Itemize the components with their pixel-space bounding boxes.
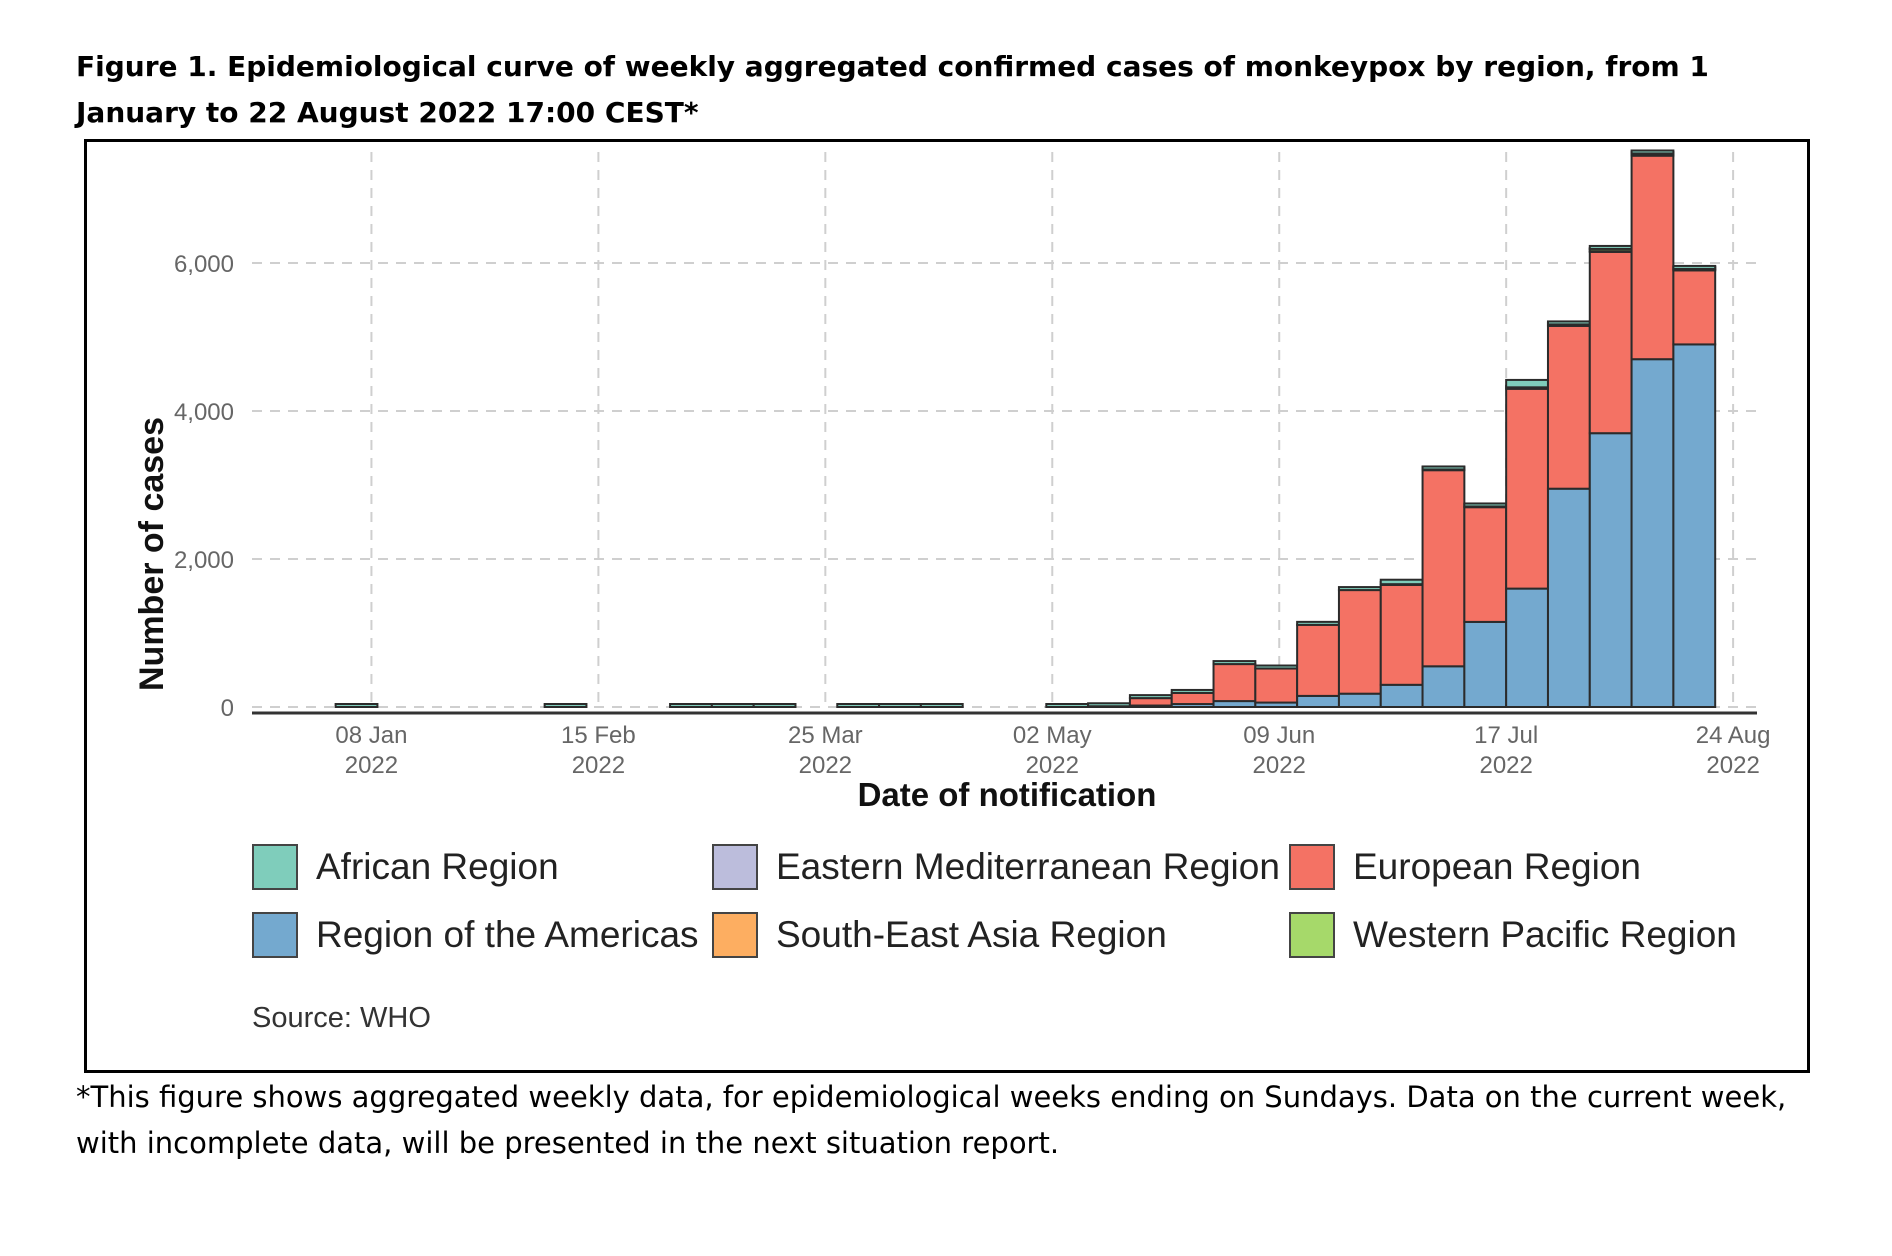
bar-segment: [1254, 664, 1299, 670]
bar-segment: [1421, 469, 1466, 668]
bar-segment: [752, 703, 797, 708]
y-tick-label: 2,000: [174, 547, 234, 574]
bar-segment: [1254, 667, 1299, 704]
x-tick-year: 2022: [1026, 752, 1079, 779]
bar-segment: [1296, 620, 1340, 626]
axes: 0 2,000 4,000 6,000 08 Jan 2022 15 Feb 2022 25 M…: [174, 251, 1771, 779]
bar-segment: [1630, 149, 1675, 155]
chart-frame: 0 2,000 4,000 6,000 08 Jan 2022 15 Feb 2022 25 M…: [84, 139, 1810, 1073]
legend-label: Region of the Americas: [316, 914, 699, 955]
legend-swatch: [1289, 844, 1335, 890]
bar-segment: [1128, 697, 1173, 707]
bar-segment: [1379, 578, 1424, 586]
bar-segment: [1170, 688, 1215, 694]
bar-segment: [1630, 154, 1675, 361]
source-note: Source: WHO: [252, 1002, 431, 1034]
y-tick-label: 0: [221, 695, 234, 722]
bar-segment: [1588, 244, 1633, 250]
x-tick-label: 24 Aug: [1696, 722, 1771, 749]
bar-segment: [1087, 702, 1131, 708]
bar-segment: [1546, 324, 1591, 490]
figure-footnote: *This figure shows aggregated weekly dat…: [76, 1080, 1787, 1160]
legend-label: Western Pacific Region: [1353, 914, 1737, 955]
legend-swatch: [252, 844, 298, 890]
legend-swatch: [1289, 912, 1335, 958]
bar-segment: [1505, 387, 1549, 590]
bar-segment: [1212, 660, 1257, 666]
legend-swatch: [712, 912, 758, 958]
legend-label: Eastern Mediterranean Region: [776, 846, 1280, 887]
legend-label: South-East Asia Region: [776, 914, 1167, 955]
bar-segment: [710, 703, 755, 708]
bar-segment: [1588, 250, 1633, 435]
legend-item: Region of the Americas: [252, 912, 699, 958]
bar-segment: [1421, 465, 1466, 471]
bar-segment: [1546, 487, 1591, 709]
x-tick-year: 2022: [1253, 752, 1306, 779]
bars: [334, 149, 1717, 709]
x-tick-year: 2022: [799, 752, 852, 779]
bar-segment: [1379, 583, 1424, 686]
bar-segment: [1672, 343, 1717, 708]
bar-segment: [836, 703, 881, 708]
bar-segment: [1296, 623, 1340, 697]
legend-item: Eastern Mediterranean Region: [712, 844, 1280, 890]
bar-segment: [1463, 506, 1508, 623]
bar-segment: [1463, 502, 1508, 508]
figure-title: Figure 1. Epidemiological curve of weekl…: [76, 50, 1709, 129]
x-tick-year: 2022: [1706, 752, 1759, 779]
bar-segment: [543, 703, 588, 708]
bar-segment: [1379, 683, 1424, 708]
bar-segment: [1463, 620, 1508, 708]
bar-segment: [1421, 665, 1466, 708]
legend-swatch: [252, 912, 298, 958]
bar-segment: [1296, 694, 1340, 709]
legend-item: European Region: [1289, 844, 1641, 890]
legend-swatch: [712, 844, 758, 890]
bar-segment: [1588, 432, 1633, 708]
legend-item: South-East Asia Region: [712, 912, 1167, 958]
bar-segment: [1045, 703, 1090, 708]
bar-segment: [1672, 264, 1717, 270]
bar-segment: [1212, 663, 1257, 703]
bar-segment: [1505, 378, 1549, 389]
bar-segment: [669, 703, 713, 708]
x-tick-label: 15 Feb: [561, 722, 636, 749]
y-tick-label: 4,000: [174, 399, 234, 426]
legend-label: African Region: [316, 846, 559, 887]
x-tick-label: 08 Jan: [335, 722, 407, 749]
bar-segment: [1170, 691, 1215, 706]
x-tick-label: 02 May: [1013, 722, 1092, 749]
bar-segment: [1337, 692, 1382, 708]
x-tick-year: 2022: [572, 752, 625, 779]
x-tick-label: 17 Jul: [1474, 722, 1538, 749]
axis-labels: Number of cases Date of notification: [133, 417, 1156, 813]
legend-item: African Region: [252, 844, 559, 890]
epicurve-chart: 0 2,000 4,000 6,000 08 Jan 2022 15 Feb 2022 25 M…: [133, 149, 1771, 813]
bar-segment: [1546, 320, 1591, 326]
bar-segment: [1337, 589, 1382, 695]
bar-segment: [1128, 694, 1173, 700]
bar-segment: [919, 703, 964, 708]
x-axis-title: Date of notification: [858, 776, 1157, 813]
bar-segment: [1630, 358, 1675, 708]
bar-segment: [1672, 269, 1717, 346]
y-axis-title: Number of cases: [133, 417, 171, 691]
x-tick-year: 2022: [1479, 752, 1532, 779]
legend-label: European Region: [1353, 846, 1641, 887]
x-tick-year: 2022: [345, 752, 398, 779]
bar-segment: [1505, 587, 1549, 709]
legend-item: Western Pacific Region: [1289, 912, 1737, 958]
bar-segment: [334, 703, 379, 708]
x-tick-label: 09 Jun: [1243, 722, 1315, 749]
y-tick-label: 6,000: [174, 251, 234, 278]
x-tick-label: 25 Mar: [788, 722, 863, 749]
bar-segment: [1337, 586, 1382, 592]
bar-segment: [878, 703, 922, 708]
